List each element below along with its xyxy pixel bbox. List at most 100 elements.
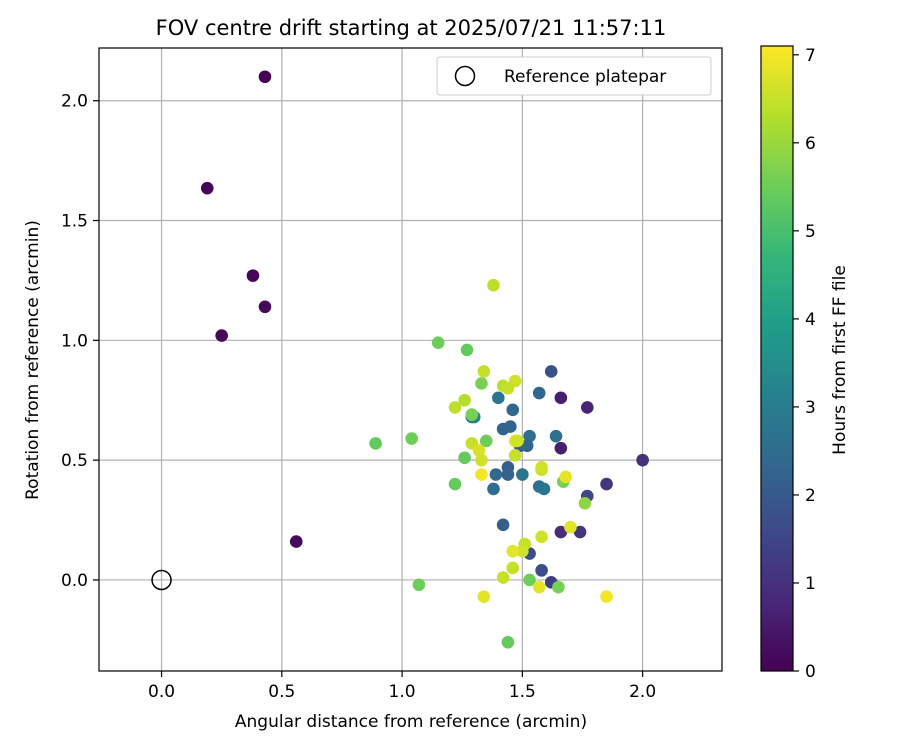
data-point xyxy=(458,393,471,407)
data-point xyxy=(580,401,594,414)
data-point xyxy=(554,525,568,539)
data-point xyxy=(559,470,572,484)
y-tick-label: 0.0 xyxy=(61,571,88,591)
colorbar: 0 1 2 3 4 5 6 7 Hours from first FF file xyxy=(760,45,850,682)
colorbar-tick-label: 7 xyxy=(805,46,816,66)
plot-frame xyxy=(98,47,723,672)
data-point xyxy=(554,391,568,405)
chart-title: FOV centre drift starting at 2025/07/21 … xyxy=(156,16,667,40)
data-point xyxy=(458,451,471,465)
data-point xyxy=(535,530,548,544)
data-point xyxy=(472,444,486,457)
data-point xyxy=(405,432,419,445)
data-point xyxy=(487,482,500,496)
colorbar-tick-label: 4 xyxy=(805,310,816,330)
data-point xyxy=(465,408,479,421)
data-point xyxy=(477,590,491,604)
data-point xyxy=(523,429,536,443)
data-point xyxy=(289,535,303,548)
data-point xyxy=(532,386,546,400)
data-points xyxy=(200,70,649,649)
y-tick-label: 1.5 xyxy=(61,212,88,232)
colorbar-tick-label: 3 xyxy=(805,398,816,418)
y-axis-label: Rotation from reference (arcmin) xyxy=(23,220,43,500)
y-tick-label: 0.5 xyxy=(61,451,88,471)
y-axis-ticks: 0.0 0.5 1.0 1.5 2.0 xyxy=(61,92,99,591)
data-point xyxy=(578,496,592,510)
x-axis-ticks: 0.0 0.5 1.0 1.5 2.0 xyxy=(148,671,656,702)
data-point xyxy=(504,420,517,433)
data-point xyxy=(636,453,649,467)
data-point xyxy=(258,70,272,84)
data-point xyxy=(600,477,613,491)
data-point xyxy=(496,518,510,532)
data-point xyxy=(554,441,568,455)
colorbar-tick-label: 5 xyxy=(805,222,816,242)
data-point xyxy=(532,580,546,594)
y-tick-label: 1.0 xyxy=(61,331,88,351)
x-tick-label: 1.0 xyxy=(389,682,416,702)
x-tick-label: 0.0 xyxy=(148,682,175,702)
colorbar-ticks: 0 1 2 3 4 5 6 7 xyxy=(793,46,816,682)
data-point xyxy=(412,578,426,592)
x-tick-label: 1.5 xyxy=(509,682,536,702)
colorbar-frame xyxy=(760,45,794,672)
data-point xyxy=(516,468,529,481)
data-point xyxy=(496,571,510,584)
data-point xyxy=(516,544,529,558)
data-point xyxy=(475,468,488,481)
data-point xyxy=(535,564,548,577)
data-point xyxy=(369,437,382,450)
data-point xyxy=(537,482,551,496)
data-point xyxy=(215,329,228,342)
data-point xyxy=(460,343,474,357)
data-point xyxy=(552,580,565,594)
data-point xyxy=(475,377,488,390)
data-point xyxy=(573,525,587,539)
colorbar-tick-label: 2 xyxy=(805,486,816,506)
data-point xyxy=(448,401,462,414)
data-point xyxy=(501,381,515,395)
grid-lines xyxy=(99,48,722,671)
data-point xyxy=(448,477,462,491)
data-point xyxy=(523,573,536,587)
data-point xyxy=(564,520,577,534)
data-point xyxy=(544,365,558,378)
data-point xyxy=(200,181,214,195)
legend-entry-reference-platepar: Reference platepar xyxy=(504,67,666,87)
legend-reference-marker-icon xyxy=(454,65,476,87)
data-point xyxy=(508,449,522,462)
y-tick-label: 2.0 xyxy=(61,92,88,112)
colorbar-tick-label: 0 xyxy=(805,662,816,682)
data-point xyxy=(600,590,613,604)
data-point xyxy=(258,300,272,314)
data-point xyxy=(491,391,505,405)
data-point xyxy=(477,365,491,378)
data-point xyxy=(431,336,445,350)
data-point xyxy=(511,434,524,448)
colorbar-gradient xyxy=(761,46,793,671)
data-point xyxy=(501,468,515,481)
legend: Reference platepar xyxy=(436,56,712,96)
x-tick-label: 2.0 xyxy=(629,682,656,702)
data-point xyxy=(506,561,520,575)
reference-marker-layer xyxy=(151,569,172,591)
data-point xyxy=(501,635,515,649)
data-point xyxy=(549,429,563,443)
colorbar-label: Hours from first FF file xyxy=(830,265,850,455)
legend-box xyxy=(436,56,712,96)
data-point xyxy=(535,461,548,474)
data-point xyxy=(506,544,520,558)
x-tick-label: 0.5 xyxy=(268,682,295,702)
data-point xyxy=(489,468,503,481)
data-point xyxy=(520,439,534,453)
data-point xyxy=(487,278,500,292)
colorbar-tick-label: 6 xyxy=(805,134,816,154)
reference-platepar-marker xyxy=(151,569,172,591)
data-point xyxy=(506,403,520,417)
data-point xyxy=(479,434,493,448)
x-axis-label: Angular distance from reference (arcmin) xyxy=(235,712,587,732)
data-point xyxy=(246,269,260,282)
data-point xyxy=(475,453,488,467)
